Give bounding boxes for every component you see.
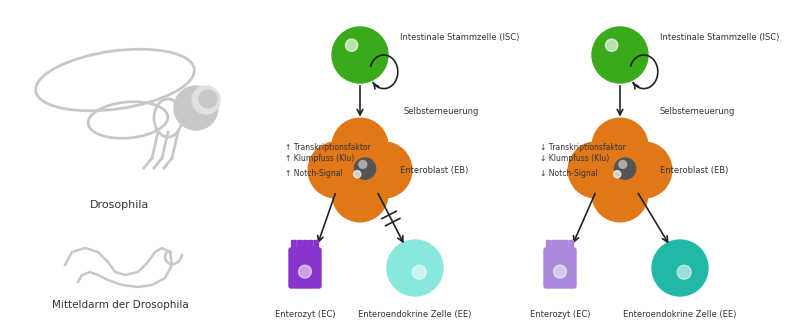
FancyBboxPatch shape	[569, 240, 574, 250]
Text: Enteroendokrine Zelle (EE): Enteroendokrine Zelle (EE)	[623, 310, 737, 319]
FancyBboxPatch shape	[563, 240, 568, 250]
Text: Intestinale Stammzelle (ISC): Intestinale Stammzelle (ISC)	[660, 33, 779, 42]
Circle shape	[606, 39, 618, 52]
Circle shape	[354, 170, 361, 178]
Circle shape	[192, 86, 220, 114]
Circle shape	[356, 142, 412, 198]
FancyBboxPatch shape	[308, 240, 313, 250]
Text: Drosophila: Drosophila	[90, 200, 150, 210]
Circle shape	[298, 265, 311, 278]
Circle shape	[387, 240, 443, 296]
Text: ↑ Notch-Signal: ↑ Notch-Signal	[285, 169, 342, 178]
Text: ↑ Klumpfuss (Klu): ↑ Klumpfuss (Klu)	[285, 154, 354, 163]
Circle shape	[568, 142, 624, 198]
Circle shape	[332, 27, 388, 83]
Circle shape	[332, 118, 388, 174]
Circle shape	[174, 86, 218, 130]
Circle shape	[554, 265, 566, 278]
Text: Enteroendokrine Zelle (EE): Enteroendokrine Zelle (EE)	[358, 310, 472, 319]
Circle shape	[592, 166, 648, 222]
FancyBboxPatch shape	[289, 248, 321, 288]
Circle shape	[619, 160, 626, 168]
Circle shape	[616, 142, 672, 198]
Text: ↑ Transkriptionsfaktor: ↑ Transkriptionsfaktor	[285, 143, 371, 152]
FancyBboxPatch shape	[291, 240, 296, 250]
FancyBboxPatch shape	[546, 240, 551, 250]
Text: Selbsterneuerung: Selbsterneuerung	[403, 108, 478, 117]
Circle shape	[354, 158, 376, 179]
Circle shape	[412, 265, 426, 279]
Text: ↓ Notch-Signal: ↓ Notch-Signal	[540, 169, 598, 178]
Text: Enterozyt (EC): Enterozyt (EC)	[274, 310, 335, 319]
Text: Intestinale Stammzelle (ISC): Intestinale Stammzelle (ISC)	[400, 33, 519, 42]
Circle shape	[614, 158, 636, 179]
FancyBboxPatch shape	[302, 240, 307, 250]
FancyBboxPatch shape	[552, 240, 557, 250]
Circle shape	[614, 170, 621, 178]
Circle shape	[652, 240, 708, 296]
FancyBboxPatch shape	[558, 240, 562, 250]
Text: Mitteldarm der Drosophila: Mitteldarm der Drosophila	[52, 300, 188, 310]
Circle shape	[332, 166, 388, 222]
Text: Enteroblast (EB): Enteroblast (EB)	[400, 166, 468, 175]
Text: Selbsterneuerung: Selbsterneuerung	[660, 108, 735, 117]
FancyBboxPatch shape	[314, 240, 318, 250]
Circle shape	[346, 39, 358, 52]
Text: Enterozyt (EC): Enterozyt (EC)	[530, 310, 590, 319]
Circle shape	[199, 90, 217, 108]
FancyBboxPatch shape	[297, 240, 302, 250]
Circle shape	[308, 142, 364, 198]
Circle shape	[592, 118, 648, 174]
Text: ↓ Transkriptionsfaktor: ↓ Transkriptionsfaktor	[540, 143, 626, 152]
FancyBboxPatch shape	[544, 248, 576, 288]
Circle shape	[677, 265, 691, 279]
Circle shape	[592, 27, 648, 83]
Text: Enteroblast (EB): Enteroblast (EB)	[660, 166, 728, 175]
Circle shape	[359, 160, 366, 168]
Text: ↓ Klumpfuss (Klu): ↓ Klumpfuss (Klu)	[540, 154, 610, 163]
